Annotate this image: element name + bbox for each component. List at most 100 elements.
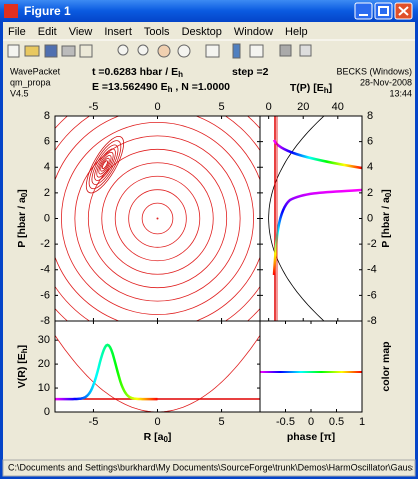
tool-colorbar[interactable] [232,43,241,59]
energy-text: E =13.562490 E [92,81,168,93]
y-tick-label: -4 [40,264,50,276]
menu-item[interactable]: Help [285,26,308,38]
toolbar [7,43,312,59]
tool-print[interactable] [61,45,76,57]
density-contour [98,154,112,175]
x-axis-label: phase [π] [287,431,335,443]
host-time: 13:44 [389,88,412,98]
y-tick-label: 4 [367,161,373,173]
menu-item[interactable]: Desktop [182,26,222,38]
y-axis-label: V(R) [Eh] [16,345,29,388]
x-axis-label-part: R [a [144,431,164,443]
axes-background [260,321,362,412]
tool-zoom-in[interactable] [117,44,129,56]
y-axis-label-part: P [hbar / a [16,197,28,248]
tool-rotate[interactable] [177,44,191,58]
tool-save[interactable] [44,44,58,58]
menu-item[interactable]: Insert [104,26,132,38]
x-tick-label: -5 [89,416,99,428]
y-tick-label: -8 [40,315,50,327]
tool-edit[interactable] [79,44,93,58]
x-tick-label: 0 [266,101,272,113]
minimize-button[interactable] [354,2,373,20]
energy-sub: h [168,85,173,94]
potential-contour [141,202,174,235]
menu-item[interactable]: Tools [144,26,170,38]
position-density [55,343,158,401]
tool-legend[interactable] [249,44,264,58]
tool-zoom-out[interactable] [137,44,149,56]
status-bar [2,459,416,477]
density-contour [101,160,108,170]
x-tick-label: 0 [154,101,160,113]
maximize-button[interactable] [374,2,393,20]
axes-box [259,320,363,413]
x-tick-label: 40 [332,101,344,113]
x-tick-label: 5 [219,101,225,113]
x-tick-label: 0 [308,416,314,428]
momentum-density [272,139,362,170]
y-tick-label: -6 [367,289,377,301]
tool-pan[interactable] [157,44,171,58]
time-sub: h [178,70,183,79]
tool-hide[interactable] [279,44,292,57]
y-tick-label: -2 [40,238,50,250]
density-contour [88,140,122,190]
potential-curve [55,335,260,412]
density-contour [85,136,124,194]
momentum-density [272,188,362,276]
y-axis-label-part: color map [380,341,392,391]
energy-label: E =13.562490 Eh , N =1.0000 [92,81,230,94]
status-path: C:\Documents and Settings\burkhard\My Do… [8,462,418,472]
tool-datacursor[interactable] [205,44,220,58]
x-tick-label: -5 [89,101,99,113]
y-axis-label-part: ] [16,345,28,349]
y-tick-label: 2 [44,187,50,199]
y-tick-label: 6 [44,136,50,148]
window-title: Figure 1 [24,4,71,18]
menu-item[interactable]: Edit [38,26,57,38]
window-button-icons [359,6,409,16]
potential-contour [87,148,228,289]
axes-background [55,321,260,412]
menu-item[interactable]: Window [234,26,273,38]
menu-item[interactable]: File [8,26,26,38]
y-tick-label: -6 [40,289,50,301]
y-tick-label: 0 [367,212,373,224]
y-tick-label: 8 [44,110,50,122]
density-contour [100,157,110,172]
x-axis-label-part: 0 [163,435,168,444]
y-tick-label: -8 [367,315,377,327]
x-tick-label: 5 [219,416,225,428]
x-tick-label: 0 [154,416,160,428]
density-contour [96,151,114,178]
x-axis-label-part: phase [π] [287,431,335,443]
y-axis-label-part: P [hbar / a [380,197,392,248]
y-tick-label: 6 [367,136,373,148]
menu-item[interactable]: View [69,26,93,38]
host-name: BECKS (Windows) [336,66,412,76]
y-tick-label: -4 [367,264,377,276]
app-icon [4,4,18,18]
y-tick-label: 30 [38,334,50,346]
tool-open[interactable] [24,45,40,57]
potential-contour [61,122,254,315]
y-tick-label: 4 [44,161,50,173]
y-tick-label: 10 [38,382,50,394]
y-axis-label-part: 0 [20,192,29,197]
y-tick-label: 2 [367,187,373,199]
tool-show[interactable] [299,44,312,57]
y-axis-label-part: h [20,348,29,353]
density-contour [94,148,116,181]
y-tick-label: 8 [367,110,373,122]
y-axis-label-part: 0 [384,192,393,197]
y-tick-label: 0 [44,212,50,224]
plot-content [55,116,260,321]
y-axis-label-part: ] [16,189,28,193]
x-axis-label-part: ] [329,82,333,94]
tool-new[interactable] [7,44,20,58]
program-name: WavePacket [10,66,61,76]
x-axis-label: T(P) [Eh] [290,82,332,95]
